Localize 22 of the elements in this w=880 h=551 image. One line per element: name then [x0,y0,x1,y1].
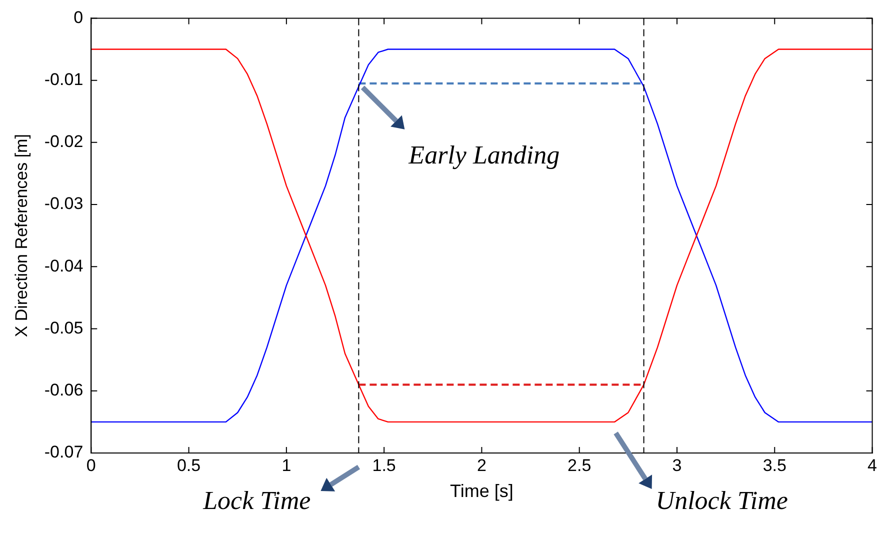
y-tick-label: 0 [74,8,84,27]
y-tick-label: -0.03 [44,194,84,214]
x-tick-label: 3.5 [762,456,786,475]
text: Unlock Time [656,486,788,515]
y-axis-title: X Direction References [m] [12,134,31,338]
y-tick-label: -0.07 [44,442,84,462]
x-tick-label: 4 [868,456,878,475]
y-tick-label: -0.06 [44,380,84,400]
y-tick-label: -0.01 [44,70,84,89]
y-tick-label: -0.02 [44,132,84,152]
x-tick-label: 0 [86,456,96,475]
x-tick-label: 3 [672,456,682,475]
annotation: Early Landing [408,140,560,170]
x-tick-label: 1 [282,456,292,475]
y-tick-label: -0.04 [44,256,84,276]
y-tick-label: -0.05 [44,318,84,338]
text: Lock Time [202,486,311,515]
x-tick-label: 2 [476,456,486,475]
x-tick-label: 2.5 [568,456,592,475]
x-axis-title: Time [s] [450,481,514,502]
x-tick-label: 1.5 [372,456,396,475]
x-tick-label: 0.5 [176,456,201,475]
